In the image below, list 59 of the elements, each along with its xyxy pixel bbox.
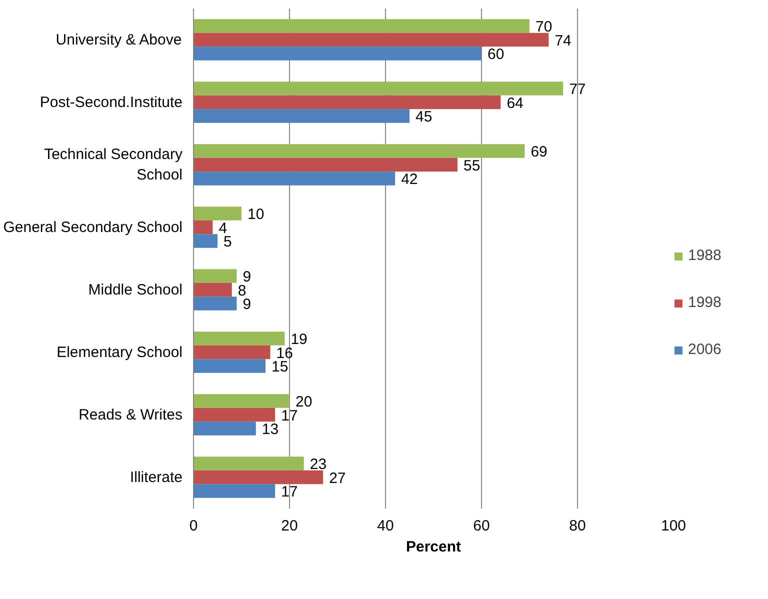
y-tick-label: General Secondary School bbox=[3, 218, 183, 236]
bar bbox=[194, 296, 237, 310]
y-tick-label: Technical Secondary School bbox=[44, 146, 183, 184]
x-tick-label: 60 bbox=[473, 518, 490, 534]
data-label: 17 bbox=[281, 484, 298, 500]
x-tick-label: 80 bbox=[569, 518, 586, 534]
y-tick-label: Elementary School bbox=[56, 344, 183, 361]
bar bbox=[194, 172, 396, 186]
bar bbox=[194, 408, 276, 422]
data-label: 55 bbox=[464, 157, 480, 174]
data-label: 20 bbox=[296, 394, 312, 410]
data-label: 74 bbox=[554, 32, 572, 50]
data-label: 42 bbox=[401, 171, 418, 188]
bar bbox=[194, 158, 458, 172]
bar bbox=[194, 332, 285, 346]
y-tick-label: Illiterate bbox=[130, 468, 183, 486]
data-label: 45 bbox=[416, 108, 432, 126]
bar bbox=[194, 82, 564, 96]
y-tick-label: University & Above bbox=[56, 31, 182, 48]
x-tick-label: 40 bbox=[377, 518, 394, 534]
data-label: 60 bbox=[488, 46, 504, 63]
bar bbox=[194, 206, 242, 220]
bar bbox=[194, 456, 304, 470]
data-label: 23 bbox=[310, 456, 327, 473]
bar bbox=[194, 422, 256, 436]
data-label: 27 bbox=[329, 470, 346, 487]
data-label: 17 bbox=[281, 407, 298, 424]
bar bbox=[194, 19, 530, 33]
bar bbox=[194, 470, 324, 484]
x-axis-title: Percent bbox=[406, 538, 462, 556]
y-tick-label: Reads & Writes bbox=[78, 406, 183, 424]
bar bbox=[194, 269, 237, 283]
data-label: 69 bbox=[530, 144, 548, 160]
legend-label: 1998 bbox=[688, 294, 722, 311]
legend-label: 2006 bbox=[688, 341, 722, 358]
bar bbox=[194, 46, 482, 60]
data-label: 70 bbox=[536, 18, 552, 36]
bar bbox=[194, 32, 549, 47]
bar bbox=[194, 109, 410, 123]
x-tick-label: 100 bbox=[660, 518, 686, 534]
data-label: 19 bbox=[290, 331, 308, 348]
legend-label: 1988 bbox=[688, 247, 722, 264]
y-tick-label: Post-Second.Institute bbox=[40, 94, 183, 111]
bar bbox=[194, 394, 290, 408]
bar bbox=[194, 95, 501, 110]
y-tick-label: Middle School bbox=[88, 281, 182, 298]
bar bbox=[194, 220, 213, 234]
bar bbox=[194, 359, 266, 373]
x-tick-label: 20 bbox=[281, 518, 298, 534]
bar bbox=[194, 144, 525, 158]
x-tick-label: 0 bbox=[189, 518, 198, 534]
data-label: 10 bbox=[248, 206, 264, 223]
data-label: 77 bbox=[569, 81, 586, 98]
bar bbox=[194, 484, 276, 498]
bar bbox=[194, 282, 232, 297]
data-label: 64 bbox=[506, 94, 524, 112]
bar bbox=[194, 234, 218, 248]
data-label: 13 bbox=[262, 421, 279, 438]
bar bbox=[194, 345, 270, 360]
